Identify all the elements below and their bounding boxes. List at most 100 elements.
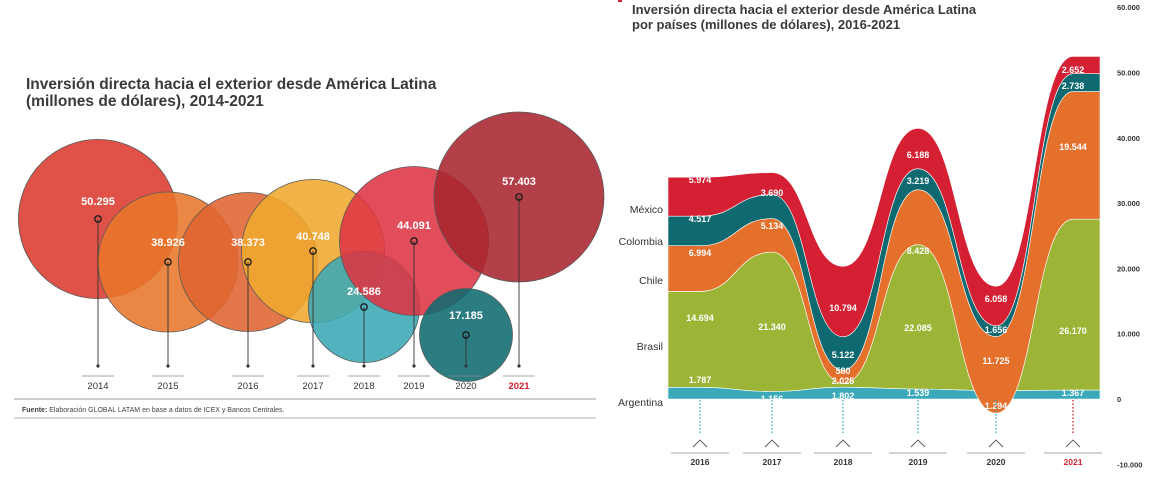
- value-mexico-2017: 3.352: [761, 161, 784, 171]
- chevron-icon-2021: [1065, 439, 1081, 448]
- value-mexico-2021: 2.652: [1062, 65, 1085, 75]
- stem-end-dot-2019: [412, 364, 416, 368]
- area-year-label-2021: 2021: [1064, 457, 1083, 467]
- bubble-value-2014: 50.295: [81, 196, 115, 208]
- value-brasil-2021: 26.170: [1059, 326, 1087, 336]
- area-year-label-2020: 2020: [987, 457, 1006, 467]
- area-year-axis: 2016 2017 2018 2019 2020 2021: [671, 400, 1102, 467]
- value-chile-2020: 11.725: [982, 356, 1009, 366]
- value-colombia-2020: 1.656: [985, 325, 1008, 335]
- bubble-value-2017: 40.748: [296, 231, 330, 243]
- bubble-value-2018: 24.586: [347, 286, 381, 298]
- area-value-labels: 1.787 1.156 1.802 1.539 1.294 1.367 14.694 21.3…: [686, 65, 1087, 426]
- y-tick-label-3: 20.000: [1117, 264, 1140, 273]
- country-label-colombia: Colombia: [619, 236, 664, 248]
- value-argentina-2020: 1.294: [985, 401, 1008, 411]
- stem-end-dot-2018: [362, 364, 366, 368]
- value-mexico-2016: 5.974: [689, 175, 712, 185]
- year-label-2020: 2020: [455, 381, 476, 392]
- y-tick-label-5: 40.000: [1117, 134, 1140, 143]
- value-chile-2016: 6.994: [689, 248, 712, 258]
- stem-end-dot-2014: [96, 364, 100, 368]
- bubble-value-2019: 44.091: [397, 220, 431, 232]
- year-label-2016: 2016: [237, 381, 258, 392]
- value-argentina-2017: 1.156: [761, 394, 784, 404]
- bubble-center-dot-2020: [462, 331, 470, 339]
- year-label-2018: 2018: [353, 381, 374, 392]
- value-brasil-2019: 22.085: [904, 323, 932, 333]
- bubble-center-dot-2018: [360, 303, 368, 311]
- value-chile-2021: 19.544: [1059, 142, 1087, 152]
- chevron-icon-2017: [764, 439, 780, 448]
- area-year-label-2018: 2018: [834, 457, 853, 467]
- value-colombia-2019: 3.219: [907, 176, 930, 186]
- bubble-year-axis: 2014 2015 2016 2017 2018 2019 2020 2021: [82, 375, 535, 392]
- chevron-icon-2018: [835, 439, 851, 448]
- value-brasil-2017: 21.340: [758, 322, 786, 332]
- source-note: Fuente: Elaboración GLOBAL LATAM en base…: [22, 407, 285, 414]
- area-chart: Inversión directa hacia el exterior desd…: [618, 0, 1142, 469]
- y-tick-label-0: -10.000: [1117, 460, 1142, 469]
- y-tick-label-1: 0: [1117, 395, 1121, 404]
- stem-end-dot-2021: [517, 364, 521, 368]
- bubble-value-2015: 38.926: [151, 237, 185, 249]
- value-chile-2018: 2.025: [832, 376, 855, 386]
- area-chart-subtitle: por países (millones de dólares), 2016-2…: [632, 17, 900, 32]
- chevron-icon-2020: [988, 439, 1004, 448]
- bubble-center-dot-2015: [164, 258, 172, 266]
- y-tick-label-7: 60.000: [1117, 3, 1140, 12]
- bubble-center-dot-2019: [410, 237, 418, 245]
- value-colombia-2017: 3.690: [761, 188, 784, 198]
- chevron-icon-2019: [910, 439, 926, 448]
- y-tick-label-2: 10.000: [1117, 330, 1140, 339]
- value-mexico-2018: 10.794: [829, 303, 857, 313]
- area-year-label-2017: 2017: [763, 457, 782, 467]
- value-chile-2017: 5.134: [761, 221, 784, 231]
- area-chart-title: Inversión directa hacia el exterior desd…: [632, 2, 977, 17]
- value-mexico-2020: 6.058: [985, 294, 1008, 304]
- bubble-center-dot-2021: [515, 193, 523, 201]
- value-brasil-2018: 580: [835, 366, 850, 376]
- stem-end-dot-2015: [166, 364, 170, 368]
- bubble-center-dot-2016: [244, 258, 252, 266]
- year-label-2014: 2014: [87, 381, 108, 392]
- stem-end-dot-2017: [311, 364, 315, 368]
- bubbles-group: 50.295 38.926 38.373 40.748 24.586 44.091 17.1…: [18, 111, 605, 382]
- country-label-argentina: Argentina: [618, 397, 663, 409]
- bubble-center-dot-2014: [94, 215, 102, 223]
- y-tick-label-4: 30.000: [1117, 199, 1140, 208]
- stem-end-dot-2020: [464, 364, 468, 368]
- value-colombia-2016: 4.517: [689, 214, 712, 224]
- source-label: Fuente:: [22, 407, 47, 414]
- value-argentina-2021: 1.367: [1062, 388, 1085, 398]
- value-chile-2019: 8.428: [907, 246, 930, 256]
- value-colombia-2018: 5.122: [832, 350, 855, 360]
- value-argentina-2019: 1.539: [907, 388, 930, 398]
- country-labels: Argentina Brasil Chile Colombia México: [618, 204, 663, 409]
- area-year-label-2016: 2016: [691, 457, 710, 467]
- bubble-value-2020: 17.185: [449, 310, 483, 322]
- area-chart-marker: [618, 0, 622, 2]
- chevron-icon-2016: [692, 439, 708, 448]
- value-colombia-2021: 2.738: [1062, 81, 1085, 91]
- year-label-2019: 2019: [403, 381, 424, 392]
- bubble-value-2021: 57.403: [502, 176, 536, 188]
- value-mexico-2019: 6.188: [907, 150, 930, 160]
- bubble-chart-subtitle: (millones de dólares), 2014-2021: [26, 93, 264, 110]
- value-argentina-2018: 1.802: [832, 391, 855, 401]
- year-label-2021: 2021: [508, 381, 530, 392]
- area-year-label-2019: 2019: [909, 457, 928, 467]
- year-label-2017: 2017: [302, 381, 323, 392]
- value-argentina-2016: 1.787: [689, 375, 712, 385]
- bubble-center-dot-2017: [309, 247, 317, 255]
- area-mexico: [667, 56, 1101, 338]
- bubble-chart: Inversión directa hacia el exterior desd…: [14, 76, 605, 419]
- source-text: Elaboración GLOBAL LATAM en base a datos…: [47, 407, 284, 414]
- y-tick-label-6: 50.000: [1117, 69, 1140, 78]
- value-brasil-2016: 14.694: [686, 313, 714, 323]
- bubble-value-2016: 38.373: [231, 237, 265, 249]
- country-label-chile: Chile: [639, 275, 663, 287]
- bubble-chart-title: Inversión directa hacia el exterior desd…: [26, 76, 437, 93]
